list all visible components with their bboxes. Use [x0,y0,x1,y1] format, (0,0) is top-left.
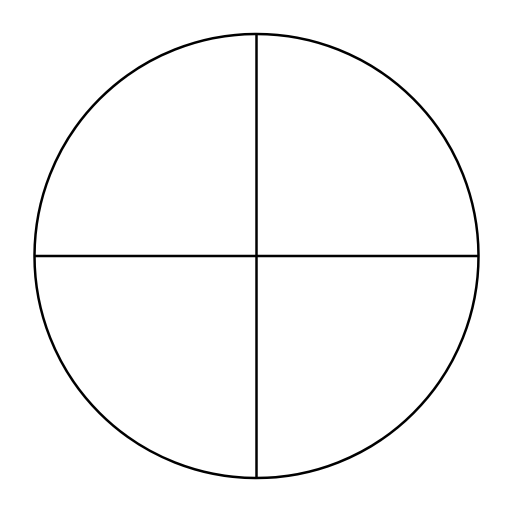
circle-quadrant-diagram [33,32,480,480]
